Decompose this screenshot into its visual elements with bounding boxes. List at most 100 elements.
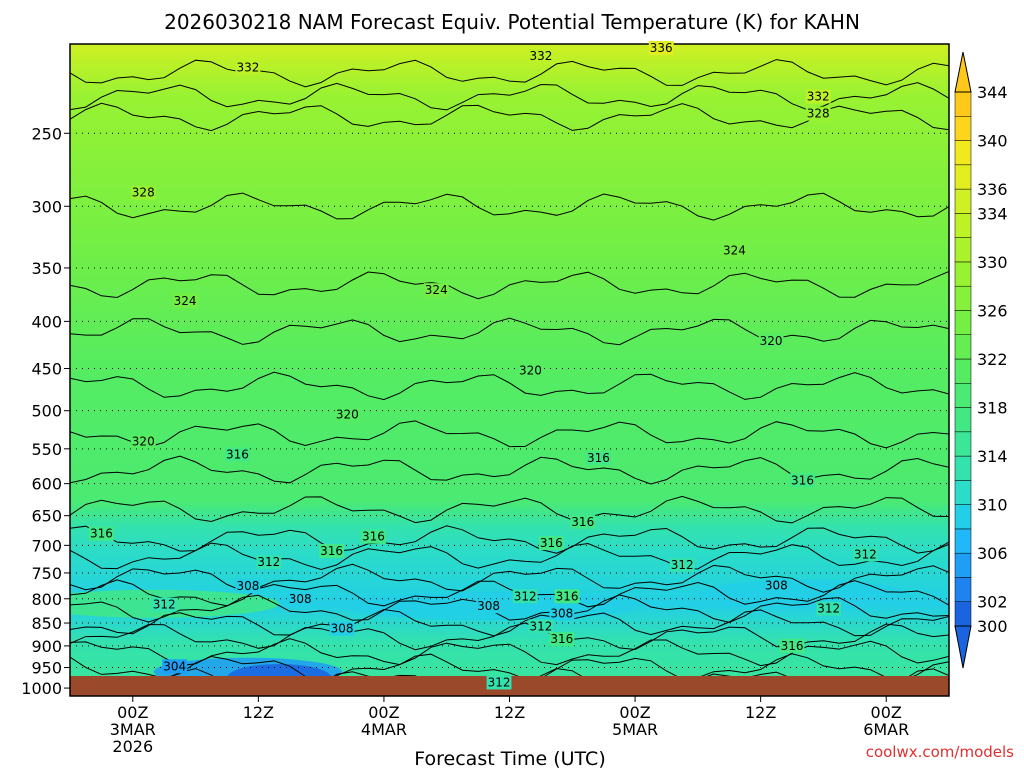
contour-label: 312 (854, 547, 877, 561)
contour-label: 308 (477, 599, 500, 613)
contour-label-bg (287, 591, 313, 606)
contour-label-bg (256, 555, 282, 570)
contour-label-bg (319, 544, 345, 559)
contour-label: 332 (236, 60, 259, 74)
y-tick-label-300: 300 (31, 197, 62, 216)
contour-label: 312 (817, 602, 840, 616)
contour-line (70, 542, 949, 571)
contour-line (70, 563, 949, 593)
contour-label-bg (570, 514, 596, 529)
colorbar-label: 336 (977, 180, 1008, 199)
contour-label: 308 (236, 579, 259, 593)
colorbar-swatch (954, 188, 972, 214)
x-tick-label: 00Z (117, 703, 148, 722)
x-tick-label: 00Z (368, 703, 399, 722)
contour-label: 308 (765, 579, 788, 593)
contour-labels: 336 332 332 332 328 328 324 324 324 320 320 320 320 3… (88, 40, 878, 690)
x-tick-label: 00Z (619, 703, 650, 722)
y-tick-label-750: 750 (31, 564, 62, 583)
contour-label: 312 (488, 675, 511, 689)
contour-line (70, 317, 949, 346)
contour-label: 320 (336, 408, 359, 422)
x-tick-label: 3MAR (110, 720, 156, 739)
y-tick-label-250: 250 (31, 124, 62, 143)
y-tick-label-1000: 1000 (21, 679, 62, 698)
contour-line (70, 192, 949, 221)
x-tick-label: 2026 (112, 737, 153, 756)
contour-label-bg (486, 675, 512, 690)
contour-label-bg (816, 601, 842, 616)
contour-label-bg (758, 333, 784, 348)
colorbar-label: 310 (977, 496, 1008, 515)
colorbar-swatch (954, 601, 972, 627)
contour-label: 324 (174, 294, 197, 308)
colorbar-swatch (954, 577, 972, 602)
y-tick-label-600: 600 (31, 475, 62, 494)
colorbar-swatch (954, 504, 972, 530)
y-tick-label-350: 350 (31, 259, 62, 278)
x-axis-title: Forecast Time (UTC) (414, 748, 605, 768)
contour-label-bg (224, 447, 250, 462)
colorbar-swatch (954, 91, 972, 117)
colorbar-label: 344 (977, 83, 1008, 102)
attribution-link[interactable]: coolwx.com/models (866, 743, 1014, 761)
colorbar-swatch (954, 310, 972, 335)
contour-label: 316 (320, 544, 343, 558)
x-tick-label: 6MAR (863, 720, 909, 739)
colorbar-swatch (954, 455, 972, 481)
colorbar-label: 306 (977, 544, 1008, 563)
contour-line (70, 579, 949, 608)
contour-label: 312 (257, 555, 280, 569)
x-tick-label: 5MAR (612, 720, 658, 739)
contour-label-bg (329, 621, 355, 636)
contour-line (70, 102, 949, 132)
contour-label-bg (554, 589, 580, 604)
colorbar-label: 302 (977, 593, 1008, 612)
contour-label: 324 (425, 283, 448, 297)
contour-label: 328 (132, 186, 155, 200)
contour-label-bg (669, 557, 695, 572)
colorbar-bottom-arrow (954, 625, 972, 669)
contour-label-bg (538, 536, 564, 551)
contour-label-bg (172, 293, 198, 308)
contour-line (70, 525, 949, 554)
contour-label: 316 (571, 515, 594, 529)
contour-label-bg (162, 659, 188, 674)
contour-label: 304 (163, 659, 186, 673)
contour-label-bg (805, 106, 831, 121)
contour-label-bg (722, 243, 747, 258)
contour-label-bg (585, 451, 611, 466)
colorbar-swatch (954, 116, 972, 141)
colorbar-label: 340 (977, 132, 1008, 151)
contour-label: 312 (153, 598, 176, 612)
x-tick-label: 12Z (745, 703, 776, 722)
contour-line (70, 495, 949, 524)
colorbar-swatch (954, 285, 972, 311)
contour-label-bg (549, 632, 575, 647)
y-tick-label-900: 900 (31, 637, 62, 656)
contour-line (70, 82, 949, 111)
y-tick-label-500: 500 (31, 402, 62, 421)
contour-label: 324 (723, 243, 746, 257)
colorbar-swatch (954, 261, 972, 287)
colorbar-swatch (954, 431, 972, 457)
y-tick-label-850: 850 (31, 614, 62, 633)
contour-label-bg (361, 529, 386, 544)
contour-line (70, 653, 949, 682)
colorbar-label: 326 (977, 301, 1008, 320)
contour-label: 316 (540, 536, 563, 550)
contour-label: 316 (781, 639, 804, 653)
y-tick-label-800: 800 (31, 590, 62, 609)
colorbar-swatch (954, 383, 972, 408)
contour-line (70, 270, 949, 300)
x-tick-label: 12Z (243, 703, 274, 722)
contour-label: 316 (556, 589, 579, 603)
colorbar-swatch (954, 407, 972, 433)
contour-label: 316 (226, 448, 249, 462)
contour-label-bg (763, 578, 789, 593)
contour-line (70, 608, 949, 637)
contour-line (70, 420, 949, 449)
y-axis: 250 300 350 400 450 500 550 600 650 700 750 800 850 9… (21, 124, 70, 698)
contour-label-bg (517, 363, 543, 378)
contour-label-bg (423, 283, 449, 298)
